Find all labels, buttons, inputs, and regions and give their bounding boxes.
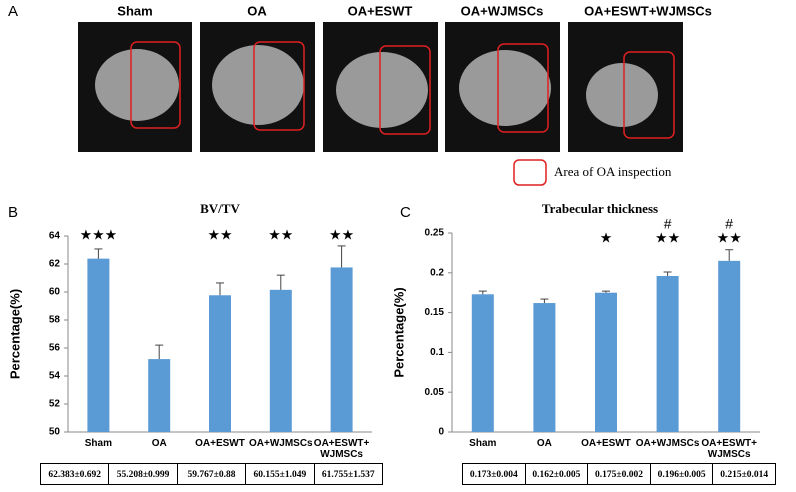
panel-letter: A <box>8 3 18 20</box>
y-tick-label: 0.2 <box>430 267 444 278</box>
roi <box>497 43 549 133</box>
legend-text: Area of OA inspection <box>554 164 672 179</box>
bone <box>212 45 304 125</box>
significance: ★★ <box>207 227 232 243</box>
table-cell: 0.175±0.002 <box>587 463 651 485</box>
bar <box>656 275 679 432</box>
x-tick-label: OA <box>536 438 552 449</box>
table-cell: 62.383±0.692 <box>40 463 110 485</box>
bone <box>459 50 551 126</box>
x-tick-label: OA+ESWT+ WJMSCs <box>313 438 370 460</box>
x-tick-label: OA+WJMSCs <box>248 438 313 449</box>
roi <box>623 51 675 139</box>
bar <box>148 359 171 432</box>
y-axis-label: Percentage(%) <box>391 287 406 377</box>
y-tick-label: 0 <box>438 427 444 438</box>
y-tick-label: 56 <box>49 343 61 354</box>
y-tick-label: 60 <box>49 287 61 298</box>
significance: ★★★ <box>80 227 118 243</box>
bone <box>336 52 428 128</box>
y-tick-label: 64 <box>49 231 61 242</box>
chart-title: Trabecular thickness <box>542 201 658 216</box>
bar <box>269 289 292 432</box>
panel-letter: C <box>400 204 411 221</box>
table-cell: 0.196±0.005 <box>649 463 714 485</box>
x-tick-label: OA <box>151 438 167 449</box>
y-tick-label: 0.1 <box>430 347 444 358</box>
table-cell: 61.755±1.537 <box>313 463 383 485</box>
group-label: OA+ESWT <box>348 3 413 18</box>
y-tick-label: 0.25 <box>425 228 445 239</box>
chart-title: BV/TV <box>200 201 240 216</box>
roi <box>379 45 431 135</box>
legend-box <box>513 159 547 186</box>
bar <box>595 292 617 432</box>
y-tick-label: 62 <box>49 259 61 270</box>
y-tick-label: 52 <box>49 399 61 410</box>
significance: ★★ <box>268 227 293 243</box>
bar <box>330 267 353 432</box>
bar <box>87 258 110 432</box>
y-tick-label: 0.15 <box>425 307 445 318</box>
roi <box>253 41 305 131</box>
x-tick-label: OA+WJMSCs <box>635 438 700 449</box>
significance: # <box>725 216 733 232</box>
table-cell: 0.162±0.005 <box>524 463 589 485</box>
group-label: Sham <box>117 3 152 18</box>
y-tick-label: 50 <box>49 427 61 438</box>
bones <box>95 45 658 128</box>
group-label: OA+WJMSCs <box>461 3 544 18</box>
roi <box>130 41 181 129</box>
y-tick-label: 0.05 <box>425 387 445 398</box>
significance: ★★ <box>717 230 742 246</box>
x-tick-label: Sham <box>469 438 497 449</box>
x-tick-label: OA+ESWT <box>581 438 631 449</box>
group-label: OA+ESWT+WJMSCs <box>584 3 712 18</box>
significance: # <box>664 216 672 232</box>
x-tick-label: OA+ESWT+ WJMSCs <box>701 438 757 460</box>
x-tick-label: Sham <box>84 438 112 449</box>
table-cell: 59.767±0.88 <box>176 463 247 485</box>
table-cell: 0.215±0.014 <box>712 463 776 485</box>
table-cell: 60.155±1.049 <box>245 463 315 485</box>
significance: ★★ <box>655 230 680 246</box>
panel-letter: B <box>8 204 18 221</box>
x-tick-label: OA+ESWT <box>195 438 245 449</box>
y-tick-label: 58 <box>49 315 61 326</box>
y-axis-label: Percentage(%) <box>7 289 22 379</box>
significance: ★ <box>600 230 613 246</box>
bone <box>95 49 179 121</box>
bar <box>471 294 494 432</box>
table-cell: 55.208±0.999 <box>108 463 178 485</box>
table-cell: 0.173±0.004 <box>462 463 526 485</box>
bar <box>209 295 231 432</box>
roi-boxes <box>130 41 675 186</box>
bone <box>586 63 658 127</box>
bar <box>718 260 741 432</box>
group-label: OA <box>247 3 267 18</box>
significance: ★★ <box>329 227 354 243</box>
y-tick-label: 54 <box>49 371 61 382</box>
bar <box>533 303 556 432</box>
